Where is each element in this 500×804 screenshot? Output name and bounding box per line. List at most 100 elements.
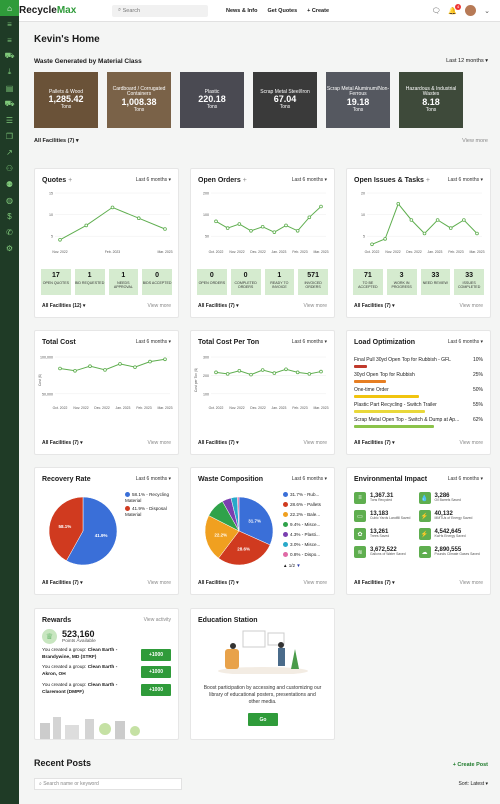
stat-box[interactable]: 71 TO BE ACCEPTED [353, 269, 383, 295]
stat-box[interactable]: 571 INVOICED ORDERS [298, 269, 328, 295]
nav-get-quotes[interactable]: Get Quotes [267, 7, 298, 14]
users-icon[interactable]: ⚇ [5, 163, 14, 173]
impact-item: ≋ 3,672,522 Gallons of Water Saved [354, 546, 419, 558]
orders-period[interactable]: Last 6 months ▾ [291, 177, 327, 183]
orders-view-more[interactable]: View more [303, 303, 327, 309]
chat-icon[interactable]: 🗨 [431, 7, 441, 15]
chevron-down-icon[interactable]: ⌄ [484, 7, 490, 15]
reward-points-button[interactable]: +1000 [141, 648, 171, 661]
pie-slice[interactable] [48, 496, 84, 562]
nav-news[interactable]: News & Info [226, 7, 258, 14]
chart-icon[interactable]: ↗ [6, 147, 13, 157]
cart-icon[interactable]: ⛟ [4, 51, 15, 60]
pie-slice[interactable] [66, 496, 118, 566]
nav-create[interactable]: + Create [307, 7, 330, 14]
go-button[interactable]: Go [248, 713, 278, 726]
material-tile[interactable]: Scrap Metal Steel/Iron 67.04 Tons [253, 72, 317, 128]
reward-points-button[interactable]: +1000 [141, 683, 171, 696]
load-row[interactable]: Scrap Metal Open Top - Switch & Dump at … [354, 417, 483, 428]
material-tile[interactable]: Pallets & Wood 1,285.42 Tons [34, 72, 98, 128]
globe-icon[interactable]: ◍ [6, 195, 13, 205]
issues-facilities[interactable]: All Facilities (7) ▾ [354, 303, 395, 309]
reward-points-button[interactable]: +1000 [141, 666, 171, 679]
load-facilities[interactable]: All Facilities (7) ▾ [354, 440, 395, 446]
material-tile[interactable]: Scrap Metal Aluminum/Non-Ferrous 19.18 Ton… [326, 72, 390, 128]
stat-box[interactable]: 17 OPEN QUOTES [41, 269, 71, 295]
download-icon[interactable]: ⤓ [7, 67, 12, 76]
stat-box[interactable]: 0 COMPLETED ORDERS [230, 269, 261, 295]
list-icon[interactable]: ≡ [7, 35, 12, 45]
recent-search-input[interactable]: ⌕ Search name or keyword [34, 778, 182, 790]
issues-view-more[interactable]: View more [459, 303, 483, 309]
checklist-icon[interactable]: ☰ [5, 115, 14, 125]
phone-icon[interactable]: ✆ [6, 227, 13, 237]
pie-slice[interactable] [238, 496, 274, 546]
recovery-period[interactable]: Last 6 months ▾ [135, 476, 171, 482]
waste-view-more[interactable]: View more [462, 138, 488, 144]
cost-per-ton-view-more[interactable]: View more [303, 440, 327, 446]
load-row[interactable]: Plastic Part Recycling - Switch Trailer 5… [354, 402, 483, 413]
cost-per-ton-facilities[interactable]: All Facilities (7) ▾ [198, 440, 239, 446]
recovery-facilities[interactable]: All Facilities (7) ▾ [42, 580, 83, 586]
dollar-icon[interactable]: $ [7, 211, 12, 221]
stat-box[interactable]: 33 ISSUES COMPLETED [454, 269, 484, 295]
load-row[interactable]: Final Pull 30yd Open Top for Rubbish - G… [354, 357, 483, 368]
composition-view-more[interactable]: View more [303, 580, 327, 586]
orders-facilities[interactable]: All Facilities (7) ▾ [198, 303, 239, 309]
load-view-more[interactable]: View more [459, 440, 483, 446]
settings-icon[interactable]: ⚙ [5, 243, 14, 253]
load-row[interactable]: One-time Order 50% [354, 387, 483, 398]
recovery-view-more[interactable]: View more [147, 580, 171, 586]
issues-stats: 71 TO BE ACCEPTED 3 WORK IN PROGRESS 33 NEED … [353, 269, 484, 295]
next-page-icon[interactable]: ▼ [294, 563, 301, 568]
total-cost-facilities[interactable]: All Facilities (7) ▾ [42, 440, 83, 446]
cost-per-ton-period[interactable]: Last 6 months ▾ [291, 339, 327, 345]
document-icon[interactable]: ▤ [5, 83, 14, 93]
pie-slice[interactable] [218, 530, 271, 566]
logo[interactable]: RecycleMax [19, 5, 77, 16]
list-icon[interactable]: ≡ [7, 19, 12, 29]
issues-period[interactable]: Last 6 months ▾ [447, 177, 483, 183]
pie-slice[interactable] [204, 515, 240, 559]
stat-box[interactable]: 0 OPEN ORDERS [197, 269, 227, 295]
stat-box[interactable]: 1 BID REQUESTED [74, 269, 105, 295]
avatar[interactable] [465, 5, 477, 16]
env-period[interactable]: Last 6 months ▾ [447, 476, 483, 482]
composition-period[interactable]: Last 6 months ▾ [291, 476, 327, 482]
prev-page-icon[interactable]: ▲ [283, 563, 289, 568]
user-add-icon[interactable]: ⚉ [5, 179, 14, 189]
total-cost-period[interactable]: Last 6 months ▾ [135, 339, 171, 345]
home-icon[interactable]: ⌂ [0, 0, 19, 16]
create-post-link[interactable]: + Create Post [452, 762, 488, 768]
data-point [383, 237, 387, 241]
quotes-period[interactable]: Last 6 months ▾ [135, 177, 171, 183]
env-facilities[interactable]: All Facilities (7) ▾ [354, 580, 395, 586]
rewards-view-activity[interactable]: View activity [143, 617, 171, 623]
stat-box[interactable]: 1 NEEDS APPROVAL [108, 269, 139, 295]
add-icon[interactable]: + [68, 177, 73, 184]
sort-select[interactable]: Sort: Latest ▾ [458, 781, 488, 787]
waste-period-select[interactable]: Last 12 months ▾ [446, 58, 488, 64]
layers-icon[interactable]: ❐ [5, 131, 14, 141]
pie-slice[interactable] [237, 496, 240, 532]
material-tile[interactable]: Plastic 220.18 Tons [180, 72, 244, 128]
add-icon[interactable]: + [242, 177, 247, 184]
truck-icon[interactable]: ⛟ [4, 99, 15, 108]
waste-facilities-select[interactable]: All Facilities (7) ▾ [34, 138, 79, 144]
search-input[interactable]: ⌕ Search [112, 4, 208, 17]
load-period[interactable]: Last 6 months ▾ [447, 339, 483, 345]
env-view-more[interactable]: View more [459, 580, 483, 586]
stat-box[interactable]: 0 BIDS ACCEPTED [142, 269, 172, 295]
material-tile[interactable]: Cardboard / Corrugated Containers 1,008.3… [107, 72, 171, 128]
material-tile[interactable]: Hazardous & Industrial Wastes 8.18 Tons [399, 72, 463, 128]
composition-facilities[interactable]: All Facilities (7) ▾ [198, 580, 239, 586]
load-row[interactable]: 30yd Open Top for Rubbish 25% [354, 372, 483, 383]
total-cost-view-more[interactable]: View more [147, 440, 171, 446]
quotes-facilities[interactable]: All Facilities (12) ▾ [42, 303, 86, 309]
stat-box[interactable]: 33 NEED REVIEW [420, 269, 451, 295]
bell-icon[interactable]: 🔔 4 [448, 3, 462, 15]
quotes-view-more[interactable]: View more [147, 303, 171, 309]
add-icon[interactable]: + [425, 177, 430, 184]
stat-box[interactable]: 3 WORK IN PROGRESS [386, 269, 417, 295]
stat-box[interactable]: 1 READY TO INVOICE [264, 269, 295, 295]
